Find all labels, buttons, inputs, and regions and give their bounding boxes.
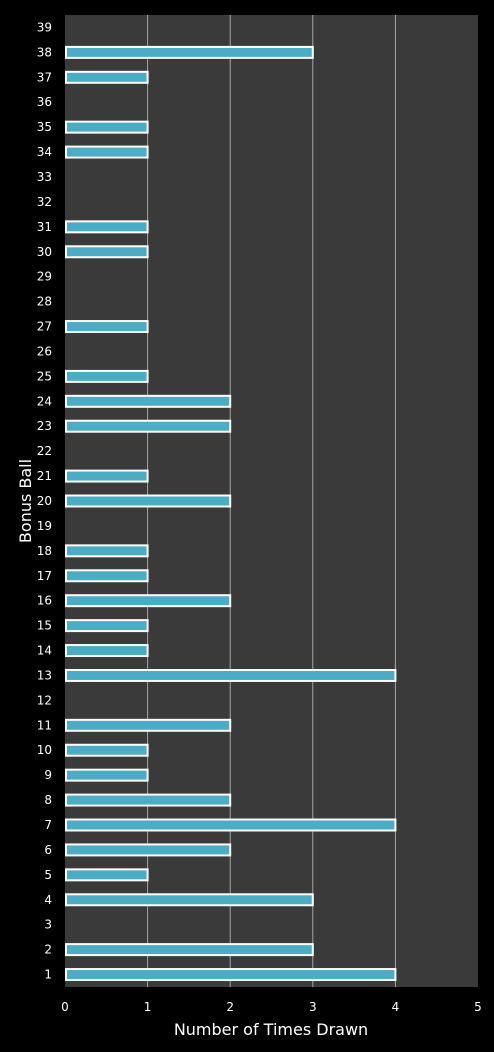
y-tick-label: 29 <box>37 270 52 284</box>
bar-20 <box>65 494 232 508</box>
y-tick-label: 39 <box>37 20 52 34</box>
bar-38 <box>65 45 314 59</box>
y-tick-label: 15 <box>37 619 52 633</box>
y-tick-label: 35 <box>37 120 52 134</box>
bar-1 <box>65 968 397 982</box>
y-tick-label: 2 <box>44 943 52 957</box>
bar-9 <box>65 768 149 782</box>
y-tick-label: 17 <box>37 569 52 583</box>
bar-15 <box>65 619 149 633</box>
y-tick-label: 5 <box>44 868 52 882</box>
x-tick-label: 0 <box>61 1000 69 1014</box>
y-tick-label: 21 <box>37 469 52 483</box>
y-axis-title: Bonus Ball <box>16 459 35 543</box>
y-tick-label: 30 <box>37 245 52 259</box>
x-tick-label: 2 <box>226 1000 234 1014</box>
y-tick-label: 11 <box>37 718 52 732</box>
x-tick-label: 3 <box>309 1000 317 1014</box>
y-tick-label: 12 <box>37 693 52 707</box>
y-tick-label: 38 <box>37 45 52 59</box>
bar-5 <box>65 868 149 882</box>
bar-23 <box>65 419 232 433</box>
bar-7 <box>65 818 397 832</box>
bar-27 <box>65 320 149 334</box>
y-tick-label: 13 <box>37 668 52 682</box>
y-tick-label: 6 <box>44 843 52 857</box>
bar-17 <box>65 569 149 583</box>
bar-18 <box>65 544 149 558</box>
bar-2 <box>65 943 314 957</box>
x-axis-ticks: 0 1 2 3 4 5 <box>61 1000 482 1014</box>
y-tick-label: 10 <box>37 743 52 757</box>
y-tick-label: 26 <box>37 344 52 358</box>
bars <box>65 45 397 982</box>
bar-34 <box>65 145 149 159</box>
bar-11 <box>65 718 232 732</box>
y-tick-label: 3 <box>44 918 52 932</box>
bar-25 <box>65 369 149 383</box>
y-tick-label: 25 <box>37 369 52 383</box>
bar-24 <box>65 394 232 408</box>
y-tick-label: 34 <box>37 145 52 159</box>
bar-10 <box>65 743 149 757</box>
y-tick-label: 9 <box>44 768 52 782</box>
y-tick-label: 16 <box>37 594 52 608</box>
y-tick-label: 32 <box>37 195 52 209</box>
y-tick-label: 4 <box>44 893 52 907</box>
bar-37 <box>65 70 149 84</box>
x-tick-label: 1 <box>144 1000 152 1014</box>
bar-8 <box>65 793 232 807</box>
bar-31 <box>65 220 149 234</box>
y-tick-label: 31 <box>37 220 52 234</box>
y-tick-label: 19 <box>37 519 52 533</box>
bar-13 <box>65 668 397 682</box>
y-tick-label: 27 <box>37 320 52 334</box>
y-tick-label: 23 <box>37 419 52 433</box>
y-tick-label: 7 <box>44 818 52 832</box>
bar-16 <box>65 594 232 608</box>
x-tick-label: 4 <box>392 1000 400 1014</box>
bar-21 <box>65 469 149 483</box>
y-tick-label: 33 <box>37 170 52 184</box>
y-tick-label: 20 <box>37 494 52 508</box>
y-tick-label: 28 <box>37 295 52 309</box>
y-axis-ticks: 1234567891011121314151617181920212223242… <box>37 20 52 981</box>
bar-4 <box>65 893 314 907</box>
y-tick-label: 18 <box>37 544 52 558</box>
bar-6 <box>65 843 232 857</box>
y-tick-label: 22 <box>37 444 52 458</box>
bar-14 <box>65 644 149 658</box>
y-tick-label: 1 <box>44 968 52 982</box>
x-tick-label: 5 <box>474 1000 482 1014</box>
y-tick-label: 24 <box>37 394 52 408</box>
y-tick-label: 37 <box>37 70 52 84</box>
y-tick-label: 36 <box>37 95 52 109</box>
y-tick-label: 14 <box>37 644 52 658</box>
bar-30 <box>65 245 149 259</box>
bar-35 <box>65 120 149 134</box>
y-tick-label: 8 <box>44 793 52 807</box>
x-axis-title: Number of Times Drawn <box>174 1020 368 1039</box>
